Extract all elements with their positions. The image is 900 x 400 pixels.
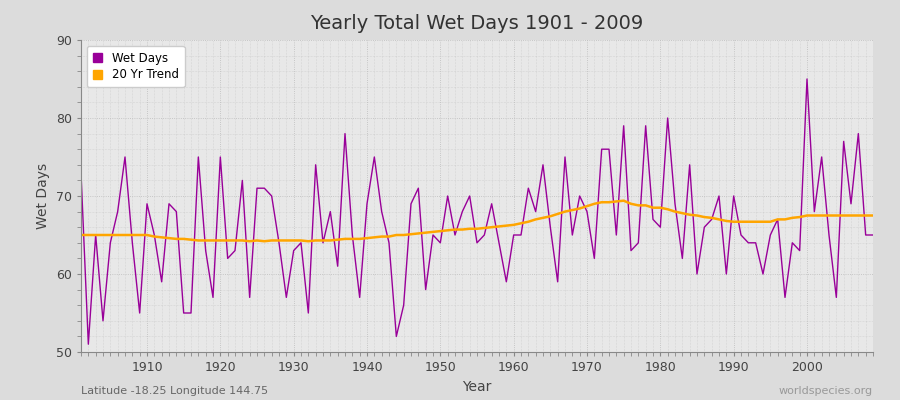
- Wet Days: [303, 310, 314, 315]
- Legend: Wet Days, 20 Yr Trend: Wet Days, 20 Yr Trend: [87, 46, 184, 87]
- 20 Yr Trend: [516, 221, 526, 226]
- Title: Yearly Total Wet Days 1901 - 2009: Yearly Total Wet Days 1901 - 2009: [310, 14, 644, 33]
- 20 Yr Trend: [868, 213, 878, 218]
- 20 Yr Trend: [618, 198, 629, 203]
- 20 Yr Trend: [244, 239, 255, 244]
- 20 Yr Trend: [303, 239, 314, 244]
- Wet Days: [346, 232, 357, 237]
- Wet Days: [76, 170, 86, 175]
- Text: worldspecies.org: worldspecies.org: [778, 386, 873, 396]
- Wet Days: [802, 76, 813, 81]
- Line: 20 Yr Trend: 20 Yr Trend: [81, 201, 873, 241]
- Y-axis label: Wet Days: Wet Days: [36, 163, 50, 229]
- 20 Yr Trend: [508, 222, 519, 227]
- Wet Days: [83, 342, 94, 346]
- Wet Days: [141, 201, 152, 206]
- 20 Yr Trend: [134, 232, 145, 237]
- Wet Days: [868, 232, 878, 237]
- 20 Yr Trend: [604, 200, 615, 205]
- X-axis label: Year: Year: [463, 380, 491, 394]
- Wet Days: [508, 232, 519, 237]
- Text: Latitude -18.25 Longitude 144.75: Latitude -18.25 Longitude 144.75: [81, 386, 268, 396]
- Line: Wet Days: Wet Days: [81, 79, 873, 344]
- 20 Yr Trend: [76, 232, 86, 237]
- 20 Yr Trend: [346, 236, 357, 241]
- Wet Days: [516, 232, 526, 237]
- Wet Days: [604, 147, 615, 152]
